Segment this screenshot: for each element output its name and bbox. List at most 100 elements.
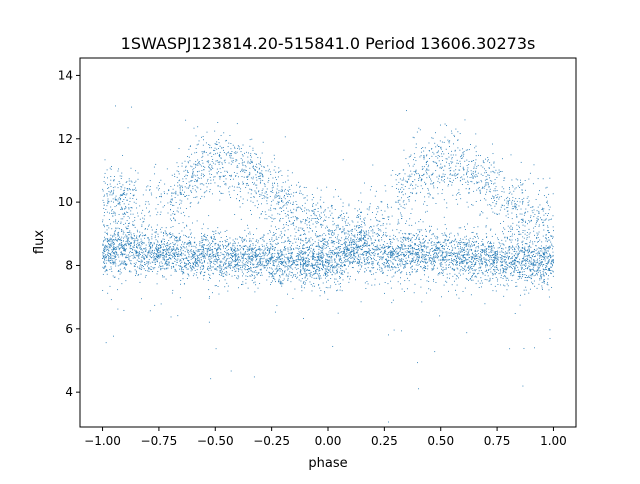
data-point	[530, 252, 532, 254]
data-point	[155, 229, 157, 230]
data-point	[189, 265, 191, 267]
data-point	[148, 245, 150, 247]
data-point	[534, 264, 536, 266]
data-point	[511, 263, 513, 265]
data-point	[473, 255, 475, 257]
data-point	[389, 257, 391, 258]
data-point	[538, 247, 540, 249]
data-point	[249, 245, 251, 247]
data-point	[383, 252, 385, 254]
data-point	[469, 260, 471, 262]
data-point	[169, 253, 171, 255]
data-point	[395, 256, 397, 258]
data-point	[391, 276, 393, 278]
data-point	[470, 268, 472, 270]
data-point	[128, 258, 129, 260]
data-point	[518, 246, 520, 248]
data-point	[307, 254, 309, 255]
data-point	[230, 247, 231, 249]
data-point	[377, 228, 379, 230]
data-point	[442, 273, 444, 274]
data-point	[404, 236, 406, 238]
data-point	[541, 256, 543, 258]
data-point	[144, 235, 146, 237]
data-point	[203, 244, 205, 246]
data-point	[231, 258, 232, 260]
data-point	[526, 259, 528, 261]
data-point	[123, 248, 125, 250]
data-point	[109, 243, 111, 245]
data-point	[273, 277, 275, 279]
data-point	[315, 269, 317, 271]
data-point	[424, 256, 426, 258]
data-point	[453, 280, 455, 282]
data-point	[438, 255, 439, 257]
data-point	[104, 226, 105, 228]
data-point	[481, 258, 483, 259]
data-point	[429, 230, 431, 232]
data-point	[279, 258, 281, 260]
data-point	[485, 254, 487, 256]
data-point	[290, 274, 292, 276]
data-point	[434, 235, 436, 237]
data-point	[313, 258, 314, 260]
data-point	[385, 235, 387, 237]
data-point	[428, 253, 430, 255]
data-point	[344, 264, 346, 266]
data-point	[467, 251, 469, 253]
data-point	[387, 256, 389, 257]
data-point	[169, 232, 171, 234]
data-point	[318, 255, 320, 257]
data-point	[399, 248, 401, 249]
data-point	[419, 238, 420, 240]
data-point	[491, 259, 493, 261]
data-point	[368, 262, 370, 263]
data-point	[426, 254, 427, 256]
data-point	[391, 241, 393, 243]
data-point	[149, 252, 151, 254]
data-point	[383, 250, 385, 252]
data-point	[135, 262, 137, 264]
data-point	[324, 292, 326, 294]
data-point	[316, 266, 318, 268]
data-point	[124, 253, 126, 255]
data-point	[209, 277, 210, 278]
data-point	[319, 267, 321, 269]
data-point	[320, 290, 322, 291]
data-point	[148, 259, 150, 261]
data-point	[168, 258, 170, 260]
data-point	[203, 250, 205, 252]
data-point	[549, 268, 550, 270]
data-point	[179, 268, 181, 270]
data-point	[126, 256, 128, 258]
data-point	[145, 247, 147, 249]
data-point	[544, 258, 546, 260]
data-point	[525, 260, 527, 262]
data-point	[199, 241, 201, 243]
data-point	[270, 256, 272, 258]
data-point	[217, 232, 219, 234]
data-point	[452, 260, 453, 262]
data-point	[276, 244, 278, 245]
data-point	[543, 279, 545, 281]
data-point	[125, 264, 127, 266]
data-point	[284, 270, 286, 272]
data-point	[262, 246, 264, 247]
data-point	[176, 248, 177, 250]
data-point	[242, 240, 244, 242]
data-point	[162, 275, 164, 277]
data-point	[249, 257, 251, 259]
data-point	[420, 245, 422, 247]
data-point	[343, 270, 345, 272]
data-point	[190, 258, 192, 260]
data-point	[553, 261, 554, 263]
data-point	[390, 239, 392, 240]
data-point	[417, 262, 418, 264]
data-point	[387, 266, 389, 268]
data-point	[313, 253, 315, 255]
data-point	[374, 232, 376, 234]
data-point	[281, 268, 282, 270]
data-point	[217, 259, 219, 261]
data-point	[317, 257, 319, 259]
data-point	[486, 279, 488, 281]
